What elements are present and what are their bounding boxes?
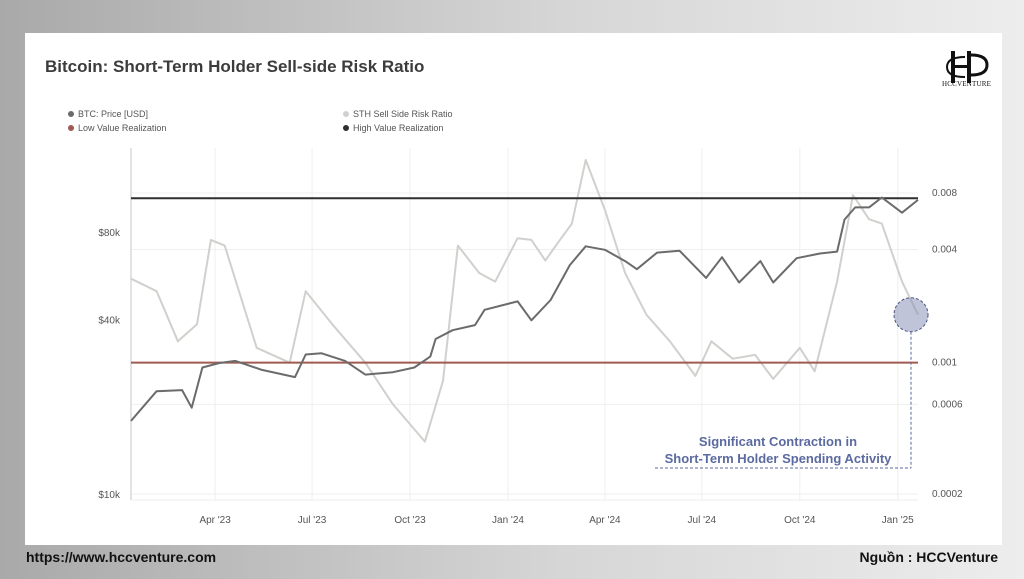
legend-label-btc: BTC: Price [USD] <box>78 109 149 119</box>
y-right-tick-label: 0.0006 <box>932 399 963 410</box>
y-right-tick-label: 0.001 <box>932 358 957 369</box>
legend-item-high-value: High Value Realization <box>343 123 443 133</box>
y-left-tick-label: $40k <box>98 315 121 326</box>
x-tick-label: Jan '25 <box>882 515 914 526</box>
x-tick-label: Oct '24 <box>784 515 816 526</box>
highlight-circle <box>893 297 929 333</box>
y-right-tick-label: 0.008 <box>932 188 957 199</box>
btc-price-series-line <box>130 196 919 422</box>
legend-item-low-value: Low Value Realization <box>68 123 166 133</box>
chart-card: Bitcoin: Short-Term Holder Sell-side Ris… <box>25 33 1002 545</box>
footer-source: Nguồn : HCCVenture <box>859 549 998 565</box>
logo-wordmark: HCCVENTURE <box>942 80 992 88</box>
y-left-tick-label: $80k <box>98 228 121 239</box>
hccventure-logo-icon <box>945 51 989 83</box>
annotation-line-2: Short-Term Holder Spending Activity <box>665 451 893 466</box>
y-left-tick-label: $10k <box>98 490 121 501</box>
x-tick-label: Jul '24 <box>688 515 717 526</box>
x-tick-label: Jan '24 <box>492 515 524 526</box>
y-right-tick-label: 0.004 <box>932 245 957 256</box>
y-right-tick-label: 0.0002 <box>932 489 963 500</box>
chart-title: Bitcoin: Short-Term Holder Sell-side Ris… <box>45 57 425 76</box>
legend-item-sth-ratio: STH Sell Side Risk Ratio <box>343 109 453 119</box>
legend-label-low: Low Value Realization <box>78 123 167 133</box>
x-tick-label: Jul '23 <box>298 515 327 526</box>
sth-ratio-series-line <box>130 158 919 443</box>
annotation-line-1: Significant Contraction in <box>699 434 857 449</box>
legend-label-high: High Value Realization <box>353 123 444 133</box>
x-tick-label: Oct '23 <box>394 515 426 526</box>
legend-swatch-btc <box>68 111 74 117</box>
legend-swatch-high <box>343 125 349 131</box>
legend-swatch-sth <box>343 111 349 117</box>
x-tick-label: Apr '24 <box>589 515 621 526</box>
legend-item-btc-price: BTC: Price [USD] <box>68 109 148 119</box>
legend-swatch-low <box>68 125 74 131</box>
footer-url[interactable]: https://www.hccventure.com <box>26 549 217 565</box>
x-tick-label: Apr '23 <box>199 515 231 526</box>
legend-label-sth: STH Sell Side Risk Ratio <box>353 109 453 119</box>
